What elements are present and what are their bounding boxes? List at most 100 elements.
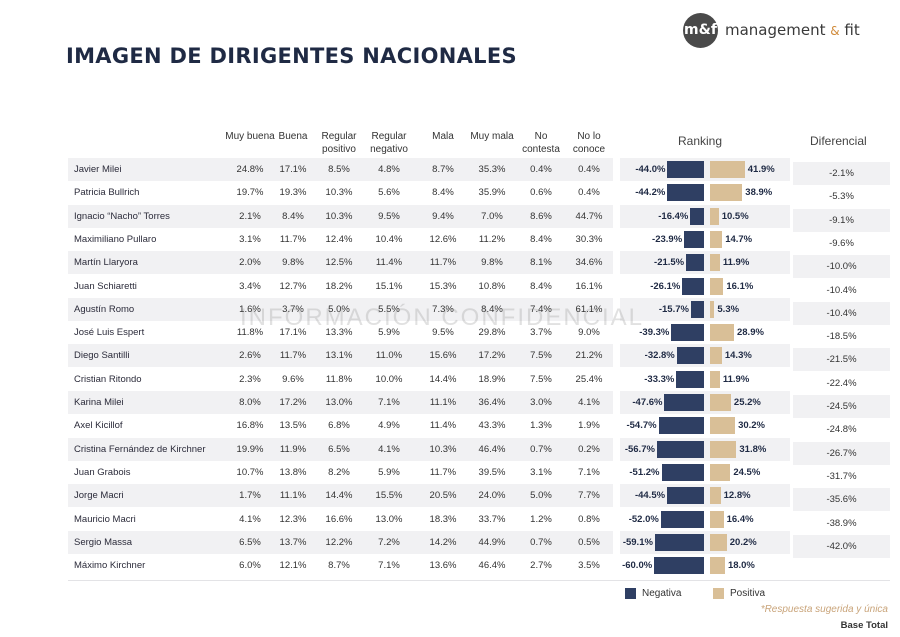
- table-cell: 15.5%: [375, 490, 403, 502]
- table-row: Javier Milei 24.8% 17.1% 8.5% 4.8% 8.7% 35.3% 0…: [68, 158, 613, 181]
- table-cell: 8.4%: [530, 280, 552, 292]
- table-cell: 61.1%: [575, 303, 603, 315]
- bar-negativa-label: -52.0%: [628, 513, 659, 525]
- bar-positiva: [710, 370, 720, 388]
- bar-negativa: [667, 161, 704, 178]
- table-cell: 5.9%: [378, 327, 400, 339]
- table-cell: 7.0%: [481, 210, 503, 222]
- table-cell: 14.4%: [429, 373, 457, 385]
- bar-negativa: [682, 277, 704, 295]
- row-name: Agustín Romo: [74, 303, 135, 315]
- table-cell: 10.3%: [429, 443, 457, 455]
- table-row: Sergio Massa 6.5% 13.7% 12.2% 7.2% 14.2% 44.9%…: [68, 530, 613, 554]
- row-name: Cristina Fernández de Kirchner: [74, 443, 206, 455]
- table-cell: 8.4%: [432, 187, 454, 199]
- column-header: No contesta: [522, 131, 560, 155]
- bar-positiva-label: 28.9%: [736, 327, 764, 339]
- table-cell: 3.7%: [282, 303, 304, 315]
- bar-positiva: [710, 161, 745, 178]
- table-cell: 13.0%: [325, 397, 353, 408]
- diferencial-value: -21.5%: [793, 348, 890, 372]
- table-cell: 5.9%: [378, 466, 400, 478]
- row-name: Martín Llaryora: [74, 257, 138, 269]
- table-cell: 7.7%: [578, 490, 600, 502]
- bar-negativa-label: -60.0%: [622, 560, 653, 572]
- table-cell: 2.1%: [239, 210, 261, 222]
- legend-swatch-neg: [625, 588, 636, 599]
- table-cell: 2.6%: [239, 350, 261, 362]
- bar-negativa-label: -32.8%: [644, 350, 675, 362]
- table-cell: 7.5%: [530, 350, 552, 362]
- table-cell: 7.1%: [578, 466, 600, 478]
- table-cell: 2.7%: [530, 560, 552, 572]
- ranking-header: Ranking: [678, 134, 723, 148]
- bar-positiva-label: 41.9%: [747, 164, 775, 175]
- table-cell: 16.6%: [325, 513, 353, 525]
- table-cell: 14.2%: [429, 536, 457, 548]
- bar-positiva-label: 5.3%: [717, 303, 740, 315]
- table-cell: 8.4%: [481, 303, 503, 315]
- diferencial-value: -10.4%: [793, 301, 890, 325]
- table-cell: 11.0%: [375, 350, 403, 362]
- table-cell: 0.7%: [530, 443, 552, 455]
- bar-positiva: [710, 394, 731, 411]
- table-cell: 0.6%: [530, 187, 552, 199]
- table-cell: 13.5%: [279, 420, 307, 432]
- watermark: INFORMACIÓN CONFIDENCIAL: [240, 304, 645, 331]
- table-cell: 8.7%: [328, 560, 350, 572]
- table-cell: 9.8%: [481, 257, 503, 269]
- bar-positiva-label: 20.2%: [729, 536, 757, 548]
- table-cell: 13.3%: [325, 327, 353, 339]
- ranking-row: [620, 484, 790, 508]
- page-title: IMAGEN DE DIRIGENTES NACIONALES: [66, 44, 517, 68]
- diferencial-value: -5.3%: [829, 191, 854, 203]
- column-header: Muy buena: [225, 131, 275, 142]
- table-cell: 25.4%: [575, 373, 603, 385]
- bar-positiva: [710, 324, 734, 342]
- table-row: Cristian Ritondo 2.3% 9.6% 11.8% 10.0% 14.4% 1…: [68, 368, 613, 391]
- table-cell: 4.1%: [378, 443, 400, 455]
- table-row: Karina Milei 8.0% 17.2% 13.0% 7.1% 11.1% 36.4%…: [68, 391, 613, 414]
- bar-positiva: [710, 254, 720, 272]
- bar-negativa: [664, 394, 704, 411]
- row-name: Axel Kicillof: [74, 420, 123, 432]
- table-cell: 7.1%: [378, 397, 400, 408]
- table-cell: 1.3%: [530, 420, 552, 432]
- bar-negativa: [654, 533, 704, 551]
- table-cell: 0.2%: [578, 443, 600, 455]
- table-row: Diego Santilli 2.6% 11.7% 13.1% 11.0% 15.6% 17…: [68, 344, 613, 368]
- diferencial-header: Diferencial: [810, 134, 867, 148]
- row-name: Mauricio Macri: [74, 513, 136, 525]
- diferencial-value: -24.8%: [826, 424, 857, 436]
- table-cell: 5.0%: [530, 490, 552, 502]
- column-header: Mala: [432, 131, 454, 142]
- table-cell: 2.0%: [239, 257, 261, 269]
- table-cell: 11.8%: [236, 327, 264, 339]
- table-cell: 10.4%: [375, 233, 403, 245]
- table-cell: 1.6%: [239, 303, 261, 315]
- bar-positiva: [710, 417, 736, 435]
- table-cell: 11.1%: [429, 397, 457, 408]
- table-cell: 11.7%: [279, 350, 307, 362]
- table-cell: 11.2%: [478, 233, 506, 245]
- table-cell: 9.6%: [282, 373, 304, 385]
- diferencial-value: -2.1%: [793, 162, 890, 185]
- table-cell: 13.8%: [279, 466, 307, 478]
- table-cell: 20.5%: [429, 490, 457, 502]
- table-cell: 17.1%: [279, 327, 307, 339]
- table-cell: 19.7%: [236, 187, 264, 199]
- table-cell: 6.5%: [239, 536, 261, 548]
- table-cell: 5.0%: [328, 303, 350, 315]
- bar-negativa: [661, 463, 704, 481]
- table-cell: 6.5%: [328, 443, 350, 455]
- bar-positiva: [710, 277, 724, 295]
- diferencial-value: -24.5%: [793, 395, 890, 418]
- table-cell: 8.0%: [239, 397, 261, 408]
- bar-negativa-label: -44.2%: [635, 187, 666, 199]
- bar-positiva-label: 18.0%: [727, 560, 755, 572]
- column-header: No lo conoce: [572, 131, 606, 155]
- table-cell: 35.3%: [478, 164, 506, 175]
- table-row: Juan Schiaretti 3.4% 12.7% 18.2% 15.1% 15.3% 1…: [68, 275, 613, 298]
- table-cell: 8.2%: [328, 466, 350, 478]
- table-cell: 1.9%: [578, 420, 600, 432]
